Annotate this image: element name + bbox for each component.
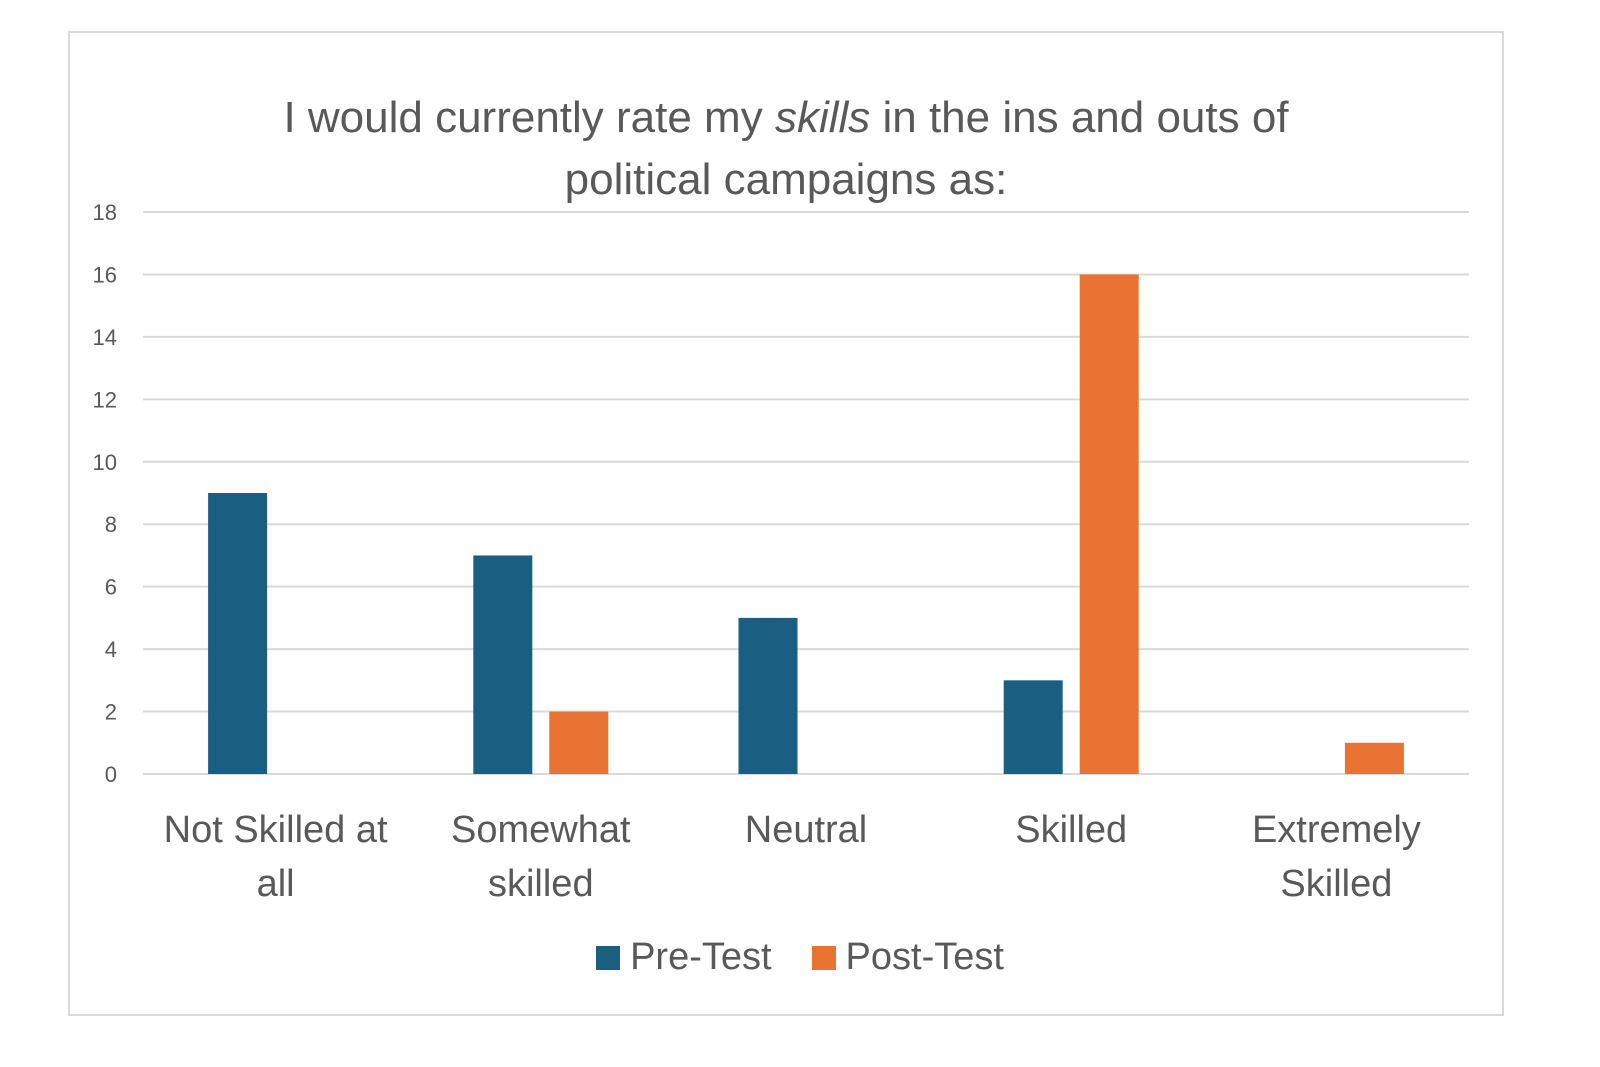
- legend-label-post-test: Post-Test: [845, 936, 1004, 978]
- bar-pre-test-2: [738, 617, 798, 774]
- bar-post-test-1: [549, 711, 609, 774]
- x-category-label-3-line-0: Skilled: [1015, 809, 1127, 851]
- y-tick-label-12: 12: [93, 387, 117, 412]
- bar-pre-test-1: [473, 555, 533, 774]
- y-tick-label-4: 4: [105, 637, 117, 662]
- x-category-label-1-line-1: skilled: [488, 863, 594, 905]
- y-tick-label-2: 2: [105, 700, 117, 725]
- y-tick-label-0: 0: [105, 762, 117, 787]
- y-tick-label-8: 8: [105, 512, 117, 537]
- x-category-label-0-line-0: Not Skilled at: [164, 809, 388, 851]
- chart-title-line-2: political campaigns as:: [564, 155, 1008, 204]
- legend-item-post-test: Post-Test: [811, 936, 1004, 979]
- x-category-label-1-line-0: Somewhat: [451, 809, 631, 851]
- y-tick-label-14: 14: [93, 325, 117, 350]
- y-tick-label-16: 16: [93, 262, 117, 287]
- legend-item-pre-test: Pre-Test: [596, 936, 772, 979]
- y-tick-label-6: 6: [105, 575, 117, 600]
- chart-title-line-1: I would currently rate my skills in the …: [70, 87, 1502, 149]
- chart-title: I would currently rate my skills in the …: [70, 87, 1502, 211]
- legend-swatch-post-test: [811, 945, 836, 970]
- legend-swatch-pre-test: [596, 945, 621, 970]
- bar-pre-test-3: [1003, 680, 1063, 774]
- chart-legend: Pre-Test Post-Test: [0, 936, 1600, 979]
- chart-title-emphasis: skills: [774, 93, 871, 142]
- chart-title-part-before: I would currently rate my: [283, 93, 775, 142]
- chart-title-part-after: in the ins and outs of: [870, 93, 1289, 142]
- bar-pre-test-0: [208, 493, 268, 774]
- y-tick-label-10: 10: [93, 450, 117, 475]
- bar-post-test-3: [1079, 274, 1139, 774]
- x-category-label-4-line-1: Skilled: [1280, 863, 1392, 905]
- x-category-label-2-line-0: Neutral: [745, 809, 868, 851]
- x-category-label-0-line-1: all: [257, 863, 295, 905]
- legend-label-pre-test: Pre-Test: [630, 936, 772, 978]
- x-category-label-4-line-0: Extremely: [1252, 809, 1421, 851]
- y-tick-label-18: 18: [93, 200, 117, 225]
- bar-post-test-4: [1344, 742, 1404, 774]
